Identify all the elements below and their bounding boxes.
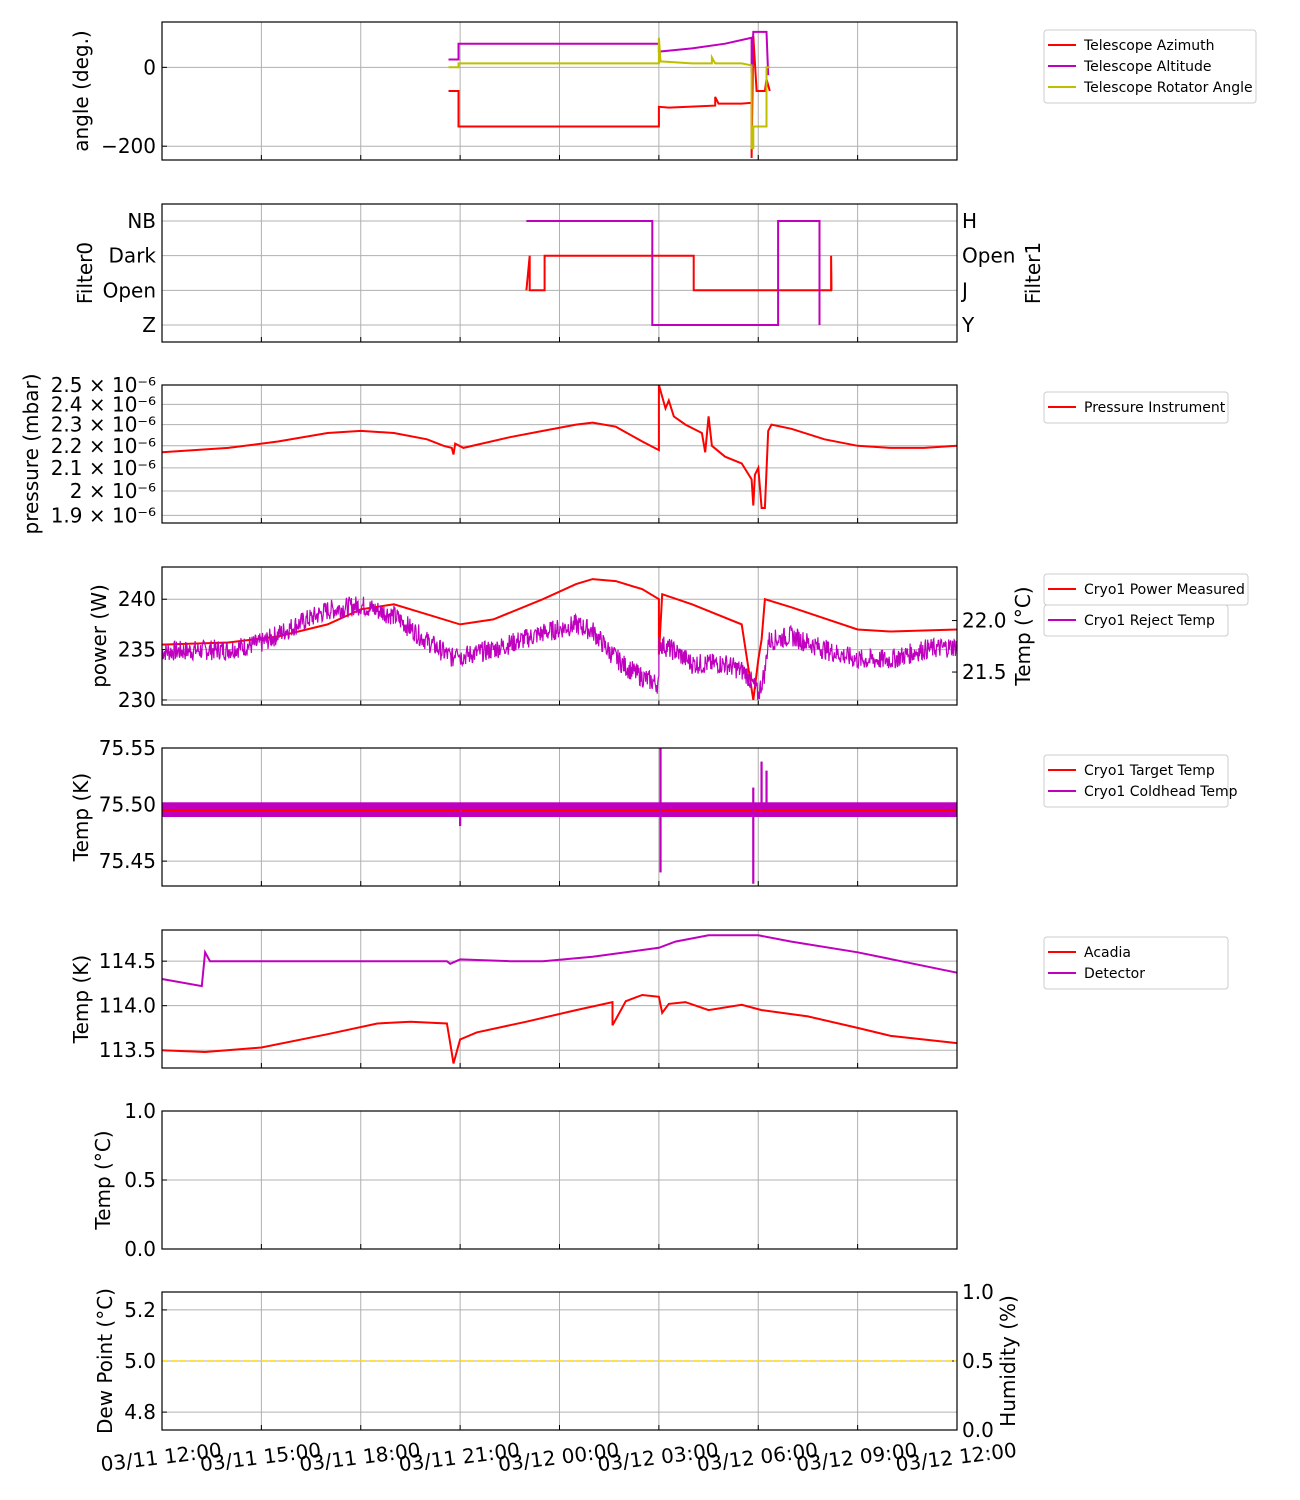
- series-step-line: [526, 220, 821, 326]
- y-tick-label: Dark: [109, 244, 157, 268]
- y-tick-label-right: Y: [961, 313, 975, 337]
- y-tick-label: 114.5: [99, 949, 156, 973]
- dewpoint-frame: [161, 1291, 958, 1431]
- legend-entry: Cryo1 Power Measured: [1084, 582, 1245, 598]
- y-tick-label: 2.3 × 10⁻⁶: [51, 413, 156, 437]
- legend-entry: Telescope Azimuth: [1083, 38, 1214, 54]
- y-tick-label: 2.2 × 10⁻⁶: [51, 434, 156, 458]
- y-tick-label: 2.4 × 10⁻⁶: [51, 392, 156, 416]
- legend-entry: Telescope Rotator Angle: [1083, 80, 1253, 96]
- y-tick-label-right: H: [962, 209, 977, 233]
- series-line: [448, 37, 770, 150]
- y-tick-label-right: Open: [962, 244, 1015, 268]
- y-tick-label: 2 × 10⁻⁶: [70, 479, 156, 503]
- series-line: [448, 35, 771, 159]
- legend-entry: Acadia: [1084, 945, 1131, 961]
- y-tick-label: 1.0: [124, 1099, 156, 1123]
- y-axis-label-right: Temp (°C): [1011, 586, 1035, 686]
- series-line-power: [161, 578, 958, 701]
- y-tick-label: 0.5: [962, 1349, 994, 1373]
- pressure-legend: [1043, 391, 1229, 424]
- acadia-frame: [161, 929, 958, 1069]
- y-axis-label: Temp (K): [69, 955, 93, 1044]
- legend-entry: Pressure Instrument: [1084, 400, 1226, 416]
- y-tick-label: 114.0: [99, 994, 156, 1018]
- y-tick-label: 22.0: [962, 609, 1007, 633]
- y-tick-label: 75.45: [99, 849, 156, 873]
- legend-entry: Detector: [1084, 966, 1145, 982]
- series-line: [161, 993, 958, 1064]
- y-axis-label-left: Filter0: [73, 242, 97, 304]
- y-tick-label: 75.50: [99, 793, 156, 817]
- y-tick-label: 240: [118, 587, 156, 611]
- cryo-power-legend-2: [1043, 604, 1229, 637]
- y-tick-label: 0: [143, 55, 156, 79]
- y-tick-label: 2.5 × 10⁻⁶: [51, 373, 156, 397]
- filters-frame: [161, 203, 958, 343]
- cryo-temp-frame: [161, 747, 958, 887]
- y-tick-label: 0.0: [962, 1418, 994, 1442]
- y-tick-label: 2.1 × 10⁻⁶: [51, 456, 156, 480]
- y-axis-label-left: power (W): [87, 584, 111, 688]
- y-tick-label: 5.2: [124, 1298, 156, 1322]
- y-tick-label: 0.5: [124, 1168, 156, 1192]
- y-axis-label: pressure (mbar): [19, 373, 43, 534]
- y-tick-label: −200: [101, 134, 156, 158]
- series-line: [161, 934, 958, 988]
- y-tick-label: 230: [118, 688, 156, 712]
- y-tick-label: 5.0: [124, 1349, 156, 1373]
- legend-entry: Cryo1 Reject Temp: [1084, 613, 1215, 629]
- series-line: [448, 30, 770, 76]
- y-tick-label: 235: [118, 638, 156, 662]
- y-axis-label-right: Filter1: [1021, 242, 1045, 304]
- y-tick-label: 75.55: [99, 736, 156, 760]
- y-tick-label-right: J: [960, 278, 968, 302]
- series-line: [161, 384, 958, 509]
- y-axis-label: Temp (°C): [91, 1130, 115, 1230]
- cryo-power-frame: [161, 566, 958, 706]
- telescope-legend: [1043, 29, 1257, 104]
- y-tick-label: 4.8: [124, 1400, 156, 1424]
- y-axis-label: Temp (K): [69, 773, 93, 862]
- legend-entry: Cryo1 Target Temp: [1084, 763, 1215, 779]
- telescope-frame: [161, 21, 958, 161]
- y-tick-label: 1.9 × 10⁻⁶: [51, 503, 156, 527]
- y-tick-label: Z: [142, 313, 156, 337]
- y-tick-label: 21.5: [962, 660, 1007, 684]
- pressure-frame: [161, 384, 958, 524]
- legend-entry: Cryo1 Coldhead Temp: [1084, 784, 1238, 800]
- series-step-line: [525, 254, 833, 292]
- y-axis-label-left: Dew Point (°C): [93, 1288, 117, 1434]
- y-tick-label: 113.5: [99, 1038, 156, 1062]
- legend-entry: Telescope Altitude: [1083, 59, 1212, 75]
- acadia-legend: [1043, 936, 1229, 990]
- ambient-temp-frame: [161, 1110, 958, 1250]
- series-line-reject-temp: [161, 596, 958, 700]
- y-axis-label: angle (deg.): [69, 30, 93, 152]
- y-axis-label-right: Humidity (%): [996, 1295, 1020, 1427]
- y-tick-label: 1.0: [962, 1280, 994, 1304]
- y-tick-label: NB: [127, 209, 156, 233]
- cryo-temp-legend: [1043, 754, 1229, 808]
- y-tick-label: Open: [103, 278, 156, 302]
- y-tick-label: 0.0: [124, 1237, 156, 1261]
